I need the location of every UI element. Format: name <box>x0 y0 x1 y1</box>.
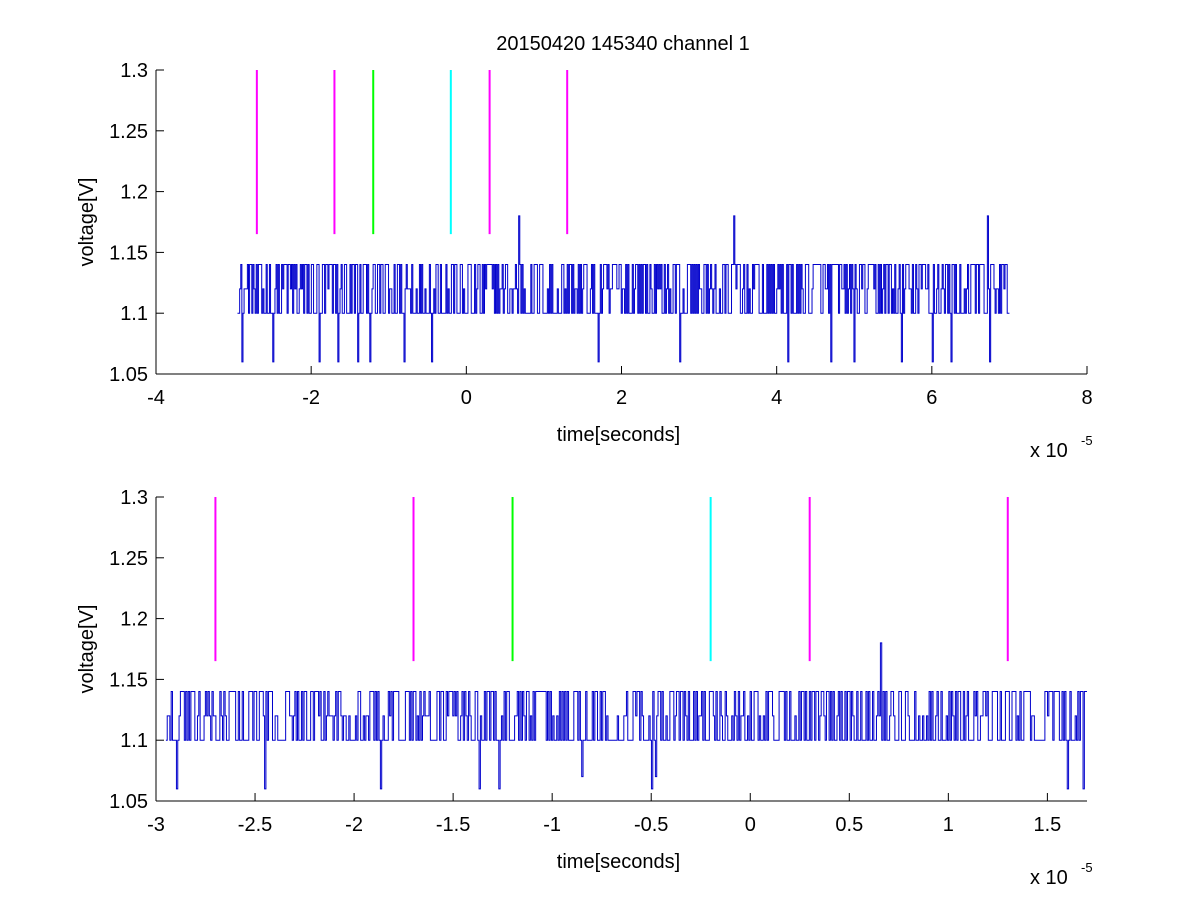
y-axis-label: voltage[V] <box>76 178 98 267</box>
x-tick-label: 6 <box>926 387 937 409</box>
voltage-trace-0 <box>165 642 1087 790</box>
y-tick-label: 1.15 <box>109 669 148 691</box>
y-tick-label: 1.3 <box>120 487 148 509</box>
x-tick-label: -1 <box>543 814 561 836</box>
x-tick-label: -4 <box>147 387 165 409</box>
x-multiplier-label: x 10 <box>1030 867 1068 889</box>
x-axis-label: time[seconds] <box>557 424 680 446</box>
x-axis-label: time[seconds] <box>557 851 680 873</box>
x-multiplier-exponent: -5 <box>1081 860 1093 875</box>
x-tick-label: 0 <box>745 814 756 836</box>
x-tick-label: -0.5 <box>634 814 668 836</box>
bottom-plot: -3 -2.5 -2 -1.5 -1 -0.5 0 0.5 1 1.5 1.05 1.1 1.15 1.2… <box>76 487 1093 889</box>
x-tick-label: -3 <box>147 814 165 836</box>
x-tick-label: -2.5 <box>238 814 272 836</box>
y-tick-label: 1.25 <box>109 121 148 143</box>
y-axis-label: voltage[V] <box>76 605 98 694</box>
y-tick-label: 1.05 <box>109 364 148 386</box>
x-tick-label: 1 <box>943 814 954 836</box>
x-tick-label: 1.5 <box>1033 814 1061 836</box>
x-tick-label: -2 <box>302 387 320 409</box>
x-multiplier-label: x 10 <box>1030 440 1068 462</box>
voltage-trace-0 <box>237 215 1010 363</box>
x-tick-label: 0.5 <box>835 814 863 836</box>
x-multiplier-exponent: -5 <box>1081 433 1093 448</box>
y-tick-label: 1.3 <box>120 60 148 82</box>
y-tick-label: 1.2 <box>120 182 148 204</box>
x-tick-label: 4 <box>771 387 782 409</box>
y-tick-label: 1.15 <box>109 242 148 264</box>
y-tick-label: 1.05 <box>109 791 148 813</box>
top-plot: -4 -2 0 2 4 6 8 1.05 1.1 1.15 1.2 1.25 1.3 time[secon… <box>76 60 1093 462</box>
x-tick-label: 2 <box>616 387 627 409</box>
x-tick-label: -1.5 <box>436 814 470 836</box>
y-tick-label: 1.1 <box>120 303 148 325</box>
y-tick-label: 1.2 <box>120 609 148 631</box>
chart-title: 20150420 145340 channel 1 <box>496 33 750 55</box>
y-tick-label: 1.25 <box>109 548 148 570</box>
x-tick-label: 0 <box>461 387 472 409</box>
y-tick-label: 1.1 <box>120 730 148 752</box>
x-tick-label: 8 <box>1081 387 1092 409</box>
x-tick-label: -2 <box>345 814 363 836</box>
